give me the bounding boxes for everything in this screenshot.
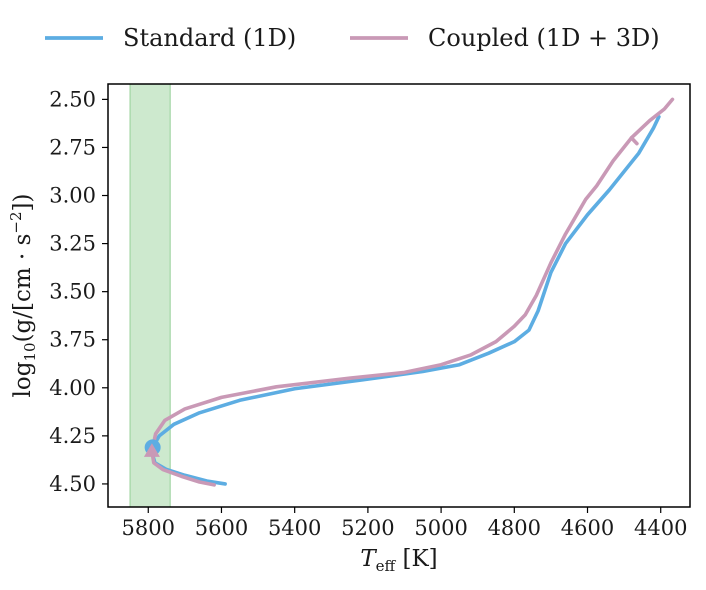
x-label-sub: eff [376, 557, 397, 575]
x-tick-label: 5200 [341, 516, 394, 540]
series-layer [143, 97, 675, 487]
x-axis-label: Teff [K] [360, 546, 437, 575]
y-label-prefix: log [10, 361, 36, 397]
y-axis-label: log10(g/[cm · s−2]) [7, 194, 39, 398]
y-label-close: ]) [10, 194, 36, 212]
shaded-band-layer [129, 83, 171, 508]
y-tick-label: 3.25 [49, 232, 96, 256]
x-tick-label: 4400 [634, 516, 687, 540]
y-tick-label: 3.50 [49, 280, 96, 304]
x-tick-label: 4600 [561, 516, 614, 540]
series-tip-coupled [629, 136, 639, 146]
y-tick-label: 2.50 [49, 87, 96, 111]
x-tick-label: 5600 [195, 516, 248, 540]
x-label-unit: [K] [395, 546, 437, 572]
x-tick-label: 5400 [268, 516, 321, 540]
shaded-band [129, 83, 171, 508]
y-axis-ticks: 2.50 2.75 3.00 3.25 3.50 3.75 4.00 4.25 4.50 [49, 87, 108, 496]
y-tick-label: 3.00 [49, 184, 96, 208]
legend-label-standard: Standard (1D) [123, 24, 296, 52]
y-tick-label: 3.75 [49, 328, 96, 352]
y-label-sub: 10 [21, 342, 39, 361]
y-tick-label: 4.50 [49, 472, 96, 496]
series-line-coupled [150, 97, 675, 487]
legend: Standard (1D) Coupled (1D + 3D) [45, 24, 660, 52]
y-tick-label: 2.75 [49, 135, 96, 159]
y-label-body: (g/[cm · s [10, 234, 36, 343]
x-tick-label: 4800 [488, 516, 541, 540]
y-label-sup: −2 [7, 211, 25, 233]
x-axis-ticks: 5800 5600 5400 5200 5000 4800 4600 4400 [122, 507, 687, 540]
legend-label-coupled: Coupled (1D + 3D) [428, 24, 660, 52]
series-line-standard [150, 114, 661, 486]
y-tick-label: 4.25 [49, 424, 96, 448]
plot-frame [107, 83, 691, 508]
marker-coupled [143, 443, 160, 457]
x-label-main: T [360, 546, 377, 572]
y-tick-label: 4.00 [49, 376, 96, 400]
x-tick-label: 5800 [122, 516, 175, 540]
x-tick-label: 5000 [414, 516, 467, 540]
